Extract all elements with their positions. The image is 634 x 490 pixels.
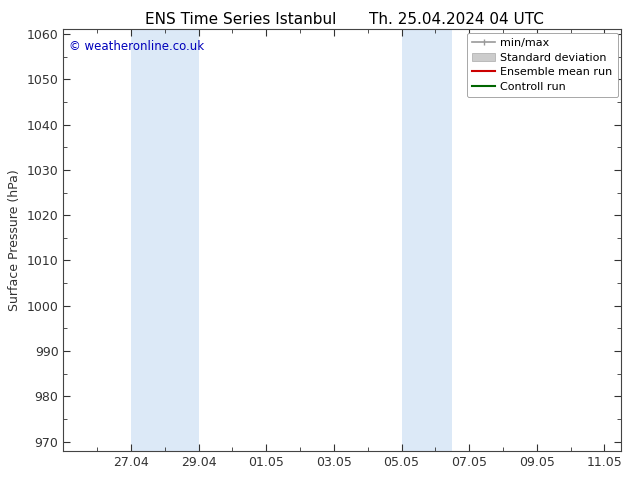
Y-axis label: Surface Pressure (hPa): Surface Pressure (hPa) <box>8 169 21 311</box>
Text: Th. 25.04.2024 04 UTC: Th. 25.04.2024 04 UTC <box>369 12 544 27</box>
Legend: min/max, Standard deviation, Ensemble mean run, Controll run: min/max, Standard deviation, Ensemble me… <box>467 33 618 97</box>
Bar <box>401 29 452 451</box>
Text: ENS Time Series Istanbul: ENS Time Series Istanbul <box>145 12 337 27</box>
Bar <box>131 29 198 451</box>
Text: © weatheronline.co.uk: © weatheronline.co.uk <box>69 40 204 53</box>
